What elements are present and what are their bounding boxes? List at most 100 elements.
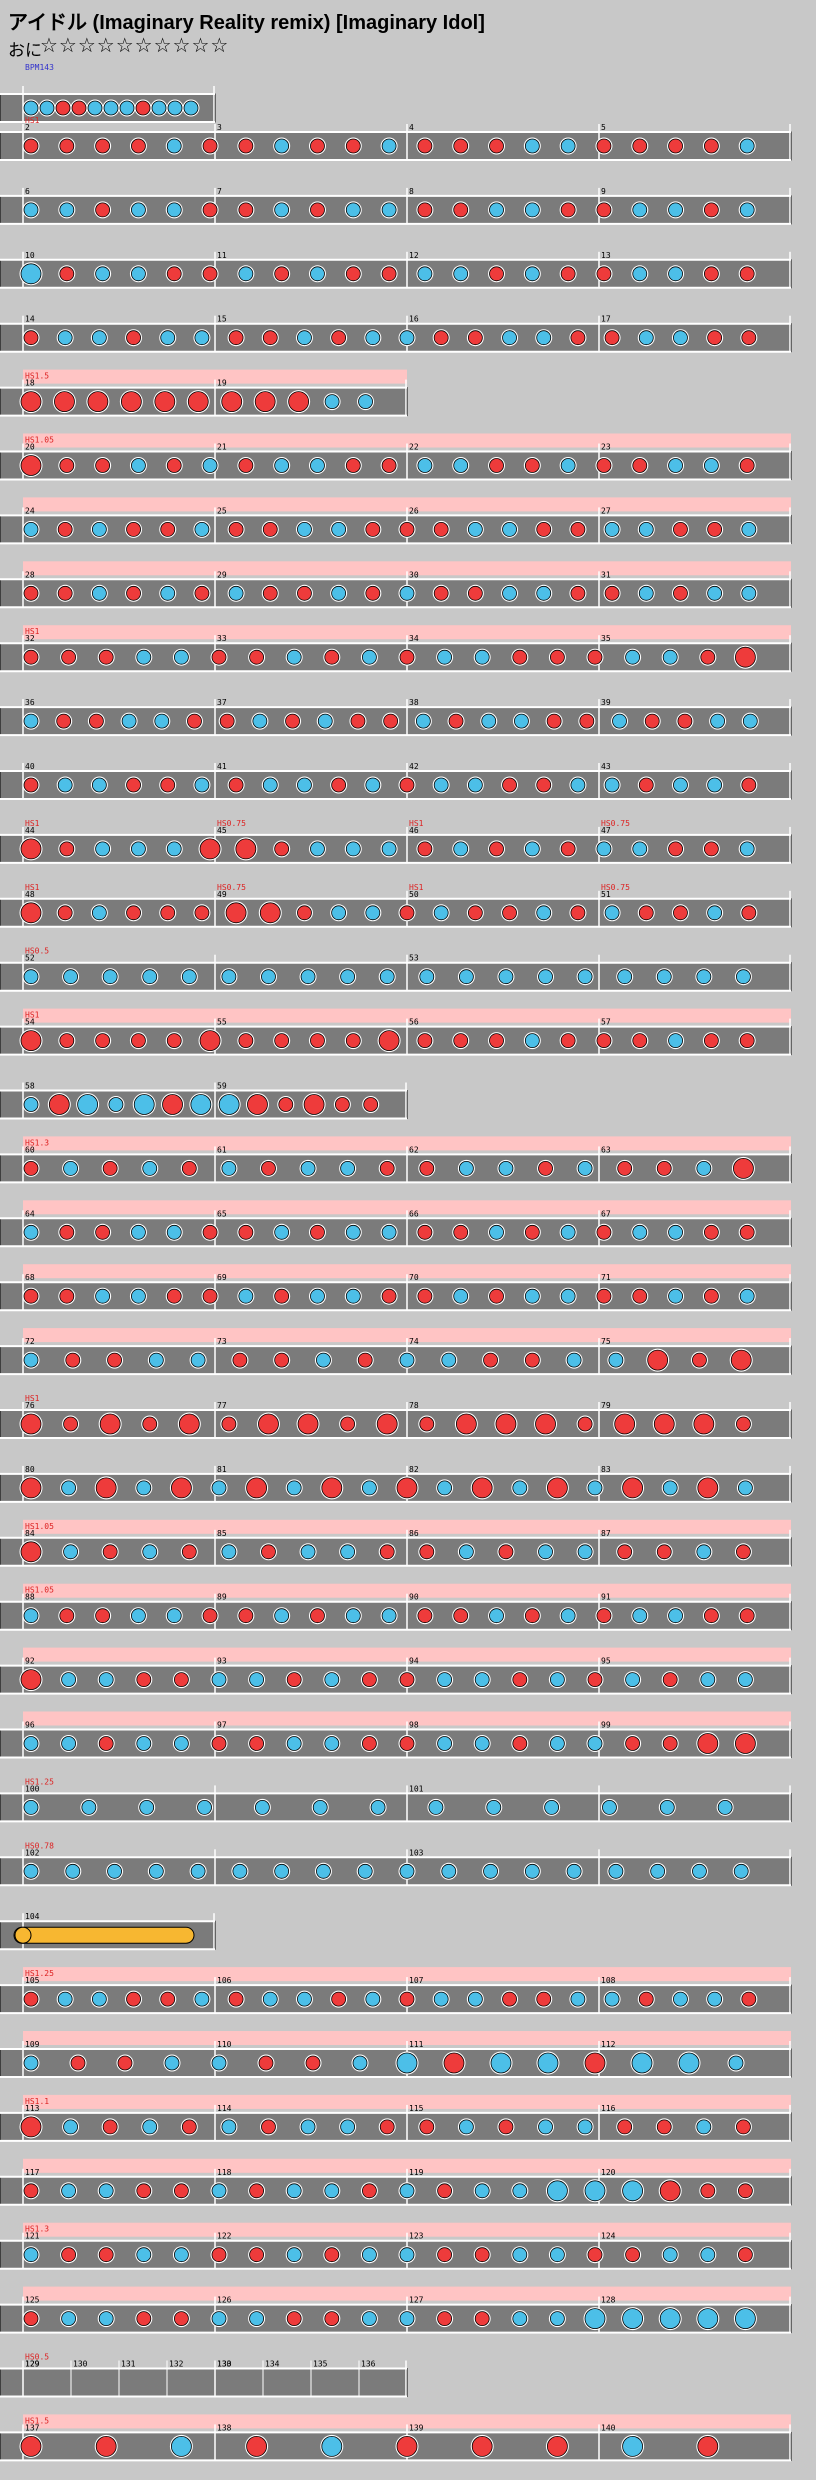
bar-number: 87 [601,1529,611,1538]
don-note [98,1736,114,1751]
big-don-note [246,1477,268,1499]
big-don-note [622,1477,643,1499]
katsu-note [23,1800,39,1815]
don-note [419,1416,435,1432]
katsu-note [399,330,415,346]
katsu-note [577,1161,593,1176]
katsu-note [741,522,757,537]
don-note [274,1033,290,1048]
katsu-note [103,100,119,116]
katsu-note [274,202,290,218]
don-note [297,905,312,921]
bar-number: 130 [73,2360,88,2369]
bar-number: 46 [409,826,419,835]
katsu-note [324,2183,340,2199]
bar-number: 90 [409,1593,419,1602]
bar-number: 104 [25,1912,40,1921]
katsu-note [98,2183,114,2199]
katsu-note [194,777,210,793]
katsu-note [63,2119,78,2135]
katsu-note [300,1544,316,1560]
don-note [570,905,586,921]
don-note [453,1608,469,1624]
katsu-note [316,1352,331,1368]
katsu-note [662,649,678,665]
bar-number: 128 [601,2296,616,2305]
don-note [232,1352,248,1368]
don-note [117,2055,133,2071]
katsu-note [131,458,146,473]
katsu-note [221,2119,237,2135]
bar-number: 59 [217,1082,227,1091]
big-don-note [697,2435,719,2457]
don-note [331,330,347,346]
don-note [194,905,210,921]
bar-number: 106 [217,1976,232,1985]
bar-number: 133 [217,2360,232,2369]
bar-number: 37 [217,698,227,707]
katsu-note [544,1800,560,1815]
don-note [23,1288,39,1304]
katsu-note [673,1991,688,2007]
don-note [381,458,397,473]
katsu-note [286,1480,302,1496]
bar-number: 81 [217,1465,227,1474]
don-note [498,1544,514,1560]
katsu-note [98,2311,114,2327]
don-note [512,649,528,665]
don-note [131,138,146,154]
bar-number: 89 [217,1593,227,1602]
katsu-note [63,1544,78,1560]
don-note [310,1033,325,1048]
big-don-note [20,455,42,476]
don-note [194,585,210,601]
don-note [160,905,176,921]
don-note [739,1033,755,1048]
don-note [417,1608,433,1624]
don-note [211,2247,227,2263]
big-don-note [20,2116,42,2138]
katsu-note [131,841,146,857]
don-note [587,2247,603,2263]
don-note [238,458,254,473]
katsu-note [136,2247,152,2263]
don-note [23,330,39,346]
don-note [538,1161,553,1176]
don-note [632,138,648,154]
don-note [577,1416,593,1432]
don-note [102,2119,118,2135]
katsu-note [310,266,325,282]
katsu-note [415,713,431,729]
katsu-note [61,2183,76,2199]
don-note [261,2119,276,2135]
katsu-note [587,1736,603,1751]
don-note [736,1544,751,1560]
katsu-note [536,905,552,921]
katsu-note [638,330,654,346]
don-note [453,138,469,154]
katsu-note [524,202,540,218]
bar-number: 78 [409,1401,419,1410]
katsu-note [668,202,683,218]
bar-number: 132 [169,2360,184,2369]
don-note [604,585,620,601]
bar-number: 69 [217,1273,227,1282]
big-don-note [170,1477,192,1499]
katsu-note [23,1608,39,1624]
bar-number: 9 [601,187,606,196]
katsu-note [587,1480,603,1496]
bar-number: 129 [25,2360,40,2369]
katsu-note [142,1544,158,1560]
bar-number: 62 [409,1145,419,1154]
katsu-note [596,841,612,857]
bar-number: 105 [25,1976,40,1985]
don-note [474,2311,490,2327]
don-note [331,1991,347,2007]
katsu-note [458,1544,474,1560]
big-don-note [471,2435,493,2457]
don-note [202,1288,218,1304]
don-note [95,202,111,218]
katsu-note [441,1863,457,1879]
katsu-note [437,649,453,665]
don-note [102,1544,118,1560]
